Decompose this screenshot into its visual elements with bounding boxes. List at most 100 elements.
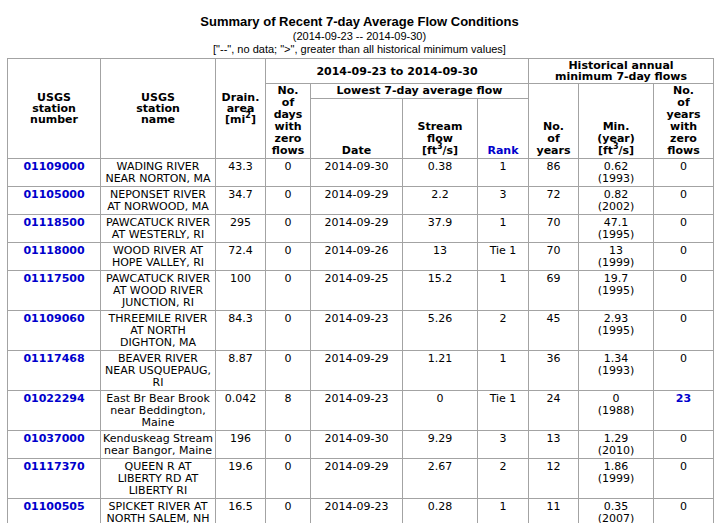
num-years-cell: 86	[529, 159, 579, 187]
stream-flow-cell: 0.28	[403, 499, 478, 523]
zero-flow-years-cell: 0	[654, 499, 714, 523]
min-year-cell: 1.34(1993)	[579, 351, 654, 391]
station-number-link[interactable]: 01117370	[23, 460, 84, 473]
num-years-cell: 69	[529, 271, 579, 311]
num-years-cell: 24	[529, 391, 579, 431]
group-header-period: 2014-09-23 to 2014-09-30	[266, 59, 529, 84]
station-name-cell: THREEMILE RIVER AT NORTH DIGHTON, MA	[101, 311, 216, 351]
rank-header-link: Rank	[487, 144, 518, 157]
col-header-date: Date	[311, 99, 403, 159]
drain-area-cell: 100	[216, 271, 266, 311]
min-year-cell: 0.35(2007)	[579, 499, 654, 523]
zero-flow-days-cell: 0	[266, 431, 311, 459]
min-year-cell: 1.29(2010)	[579, 431, 654, 459]
station-number-cell: 01022294	[8, 391, 101, 431]
date-cell: 2014-09-29	[311, 215, 403, 243]
date-cell: 2014-09-23	[311, 391, 403, 431]
col-header-zero-flow-years: No. of years with zero flows	[654, 84, 714, 159]
zero-flow-years-cell: 0	[654, 431, 714, 459]
station-name-cell: BEAVER RIVER NEAR USQUEPAUG, RI	[101, 351, 216, 391]
rank-cell: 2	[478, 459, 529, 499]
min-year-cell: 0(1988)	[579, 391, 654, 431]
stream-flow-cell: 0	[403, 391, 478, 431]
stream-flow-cell: 2.2	[403, 187, 478, 215]
title-block: Summary of Recent 7-day Average Flow Con…	[0, 0, 719, 56]
group-header-historical: Historical annual minimum 7-day flows	[529, 59, 714, 84]
drain-area-cell: 43.3	[216, 159, 266, 187]
station-number-link[interactable]: 01109060	[23, 312, 84, 325]
station-number-cell: 01117370	[8, 459, 101, 499]
station-number-link[interactable]: 01118500	[23, 216, 84, 229]
table-row: 01118000 WOOD RIVER AT HOPE VALLEY, RI 7…	[8, 243, 714, 271]
drain-area-cell: 16.5	[216, 499, 266, 523]
drain-area-cell: 295	[216, 215, 266, 243]
zero-flow-days-cell: 0	[266, 311, 311, 351]
min-year-cell: 13(1999)	[579, 243, 654, 271]
zero-flow-days-cell: 0	[266, 215, 311, 243]
station-number-link[interactable]: 01037000	[23, 432, 84, 445]
zero-flow-years-cell: 0	[654, 271, 714, 311]
date-cell: 2014-09-23	[311, 499, 403, 523]
station-number-link[interactable]: 01118000	[23, 244, 84, 257]
col-header-num-years: No. of years	[529, 84, 579, 159]
date-cell: 2014-09-29	[311, 187, 403, 215]
drain-area-cell: 0.042	[216, 391, 266, 431]
zero-flow-days-cell: 0	[266, 243, 311, 271]
stream-flow-cell: 13	[403, 243, 478, 271]
station-number-link[interactable]: 01109000	[23, 160, 84, 173]
zero-flow-years-cell: 0	[654, 187, 714, 215]
zero-flow-years-cell: 0	[654, 243, 714, 271]
zero-flow-days-cell: 0	[266, 271, 311, 311]
date-cell: 2014-09-30	[311, 431, 403, 459]
stream-flow-cell: 37.9	[403, 215, 478, 243]
station-name-cell: QUEEN R AT LIBERTY RD AT LIBERTY RI	[101, 459, 216, 499]
station-name-cell: NEPONSET RIVER AT NORWOOD, MA	[101, 187, 216, 215]
station-number-cell: 01118500	[8, 215, 101, 243]
zero-flow-years-cell: 23	[654, 391, 714, 431]
min-year-cell: 1.86(1999)	[579, 459, 654, 499]
table-row: 01117370 QUEEN R AT LIBERTY RD AT LIBERT…	[8, 459, 714, 499]
date-cell: 2014-09-30	[311, 159, 403, 187]
page-title: Summary of Recent 7-day Average Flow Con…	[0, 14, 719, 29]
stream-flow-cell: 15.2	[403, 271, 478, 311]
date-cell: 2014-09-29	[311, 459, 403, 499]
station-name-cell: PAWCATUCK RIVER AT WESTERLY, RI	[101, 215, 216, 243]
drain-area-cell: 72.4	[216, 243, 266, 271]
date-cell: 2014-09-25	[311, 271, 403, 311]
num-years-cell: 11	[529, 499, 579, 523]
rank-cell: Tie 1	[478, 243, 529, 271]
zero-flow-years-cell: 0	[654, 215, 714, 243]
station-number-link[interactable]: 01022294	[23, 392, 84, 405]
station-number-cell: 01105000	[8, 187, 101, 215]
col-header-zero-flow-days: No. of days with zero flows	[266, 84, 311, 159]
stream-flow-cell: 9.29	[403, 431, 478, 459]
rank-cell: 3	[478, 187, 529, 215]
num-years-cell: 12	[529, 459, 579, 499]
table-row: 01100505 SPICKET RIVER AT NORTH SALEM, N…	[8, 499, 714, 523]
page-subtitle: (2014-09-23 -- 2014-09-30)	[0, 30, 719, 43]
table-row: 01022294 East Br Bear Brook near Bedding…	[8, 391, 714, 431]
station-number-link[interactable]: 01117468	[23, 352, 84, 365]
flow-conditions-table: USGS station number USGS station name Dr…	[7, 58, 714, 523]
rank-cell: 3	[478, 431, 529, 459]
min-year-cell: 0.82(2002)	[579, 187, 654, 215]
rank-cell: 1	[478, 271, 529, 311]
station-number-cell: 01109060	[8, 311, 101, 351]
station-number-link[interactable]: 01100505	[23, 500, 84, 513]
col-header-station-name: USGS station name	[101, 59, 216, 159]
col-header-rank[interactable]: Rank	[478, 99, 529, 159]
stream-flow-cell: 1.21	[403, 351, 478, 391]
station-number-link[interactable]: 01117500	[23, 272, 84, 285]
station-number-link[interactable]: 01105000	[23, 188, 84, 201]
col-header-min-year: Min. (year)[ft3/s]	[579, 84, 654, 159]
drain-area-cell: 34.7	[216, 187, 266, 215]
station-number-cell: 01037000	[8, 431, 101, 459]
zero-flow-years-cell: 0	[654, 159, 714, 187]
rank-cell: 1	[478, 159, 529, 187]
num-years-cell: 36	[529, 351, 579, 391]
date-cell: 2014-09-26	[311, 243, 403, 271]
col-header-stream-flow: Stream flow[ft3/s]	[403, 99, 478, 159]
stream-flow-cell: 0.38	[403, 159, 478, 187]
rank-cell: 1	[478, 499, 529, 523]
zero-flow-days-cell: 8	[266, 391, 311, 431]
